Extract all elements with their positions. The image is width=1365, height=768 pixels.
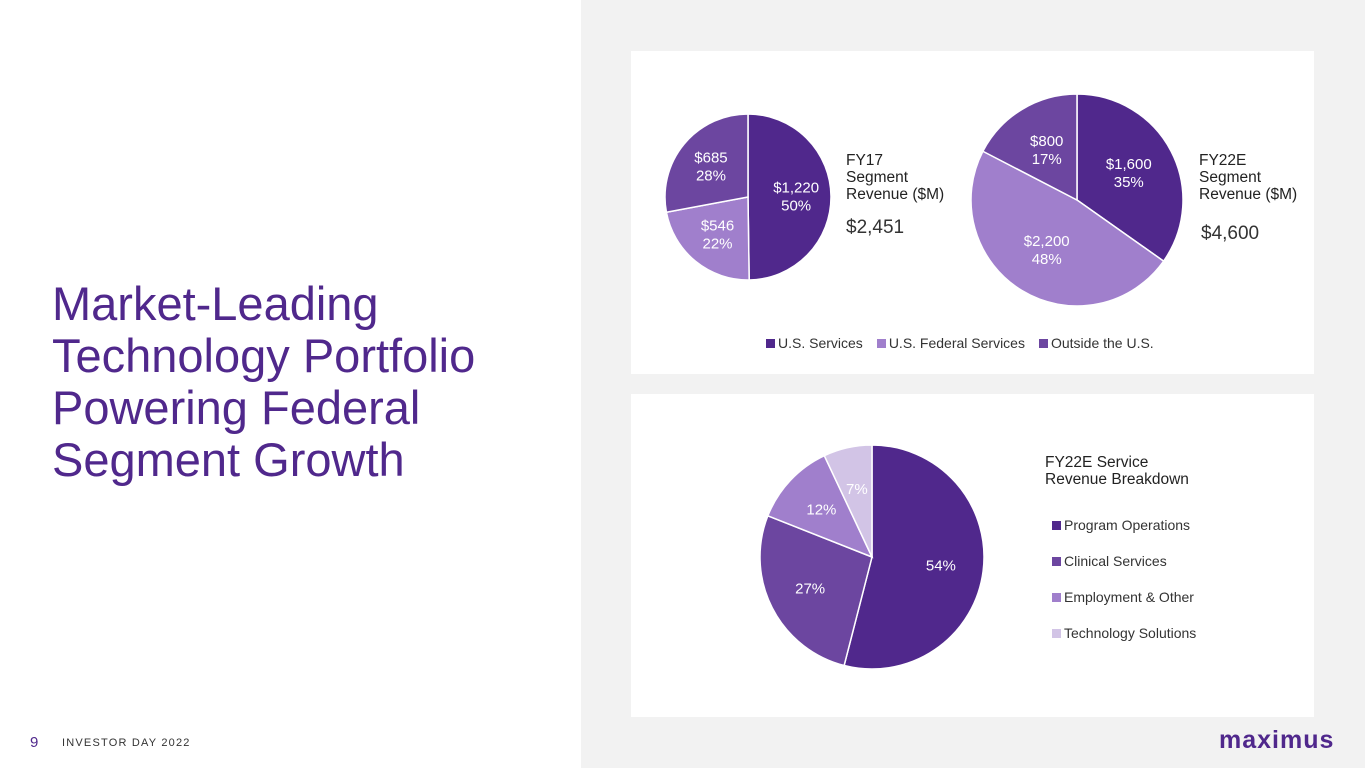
fy17-value-label: $546 <box>701 217 734 234</box>
maximus-logo: maximus <box>1219 726 1335 754</box>
fy22e-slice-1 <box>970 150 1165 307</box>
footer-label: INVESTOR DAY 2022 <box>62 737 191 749</box>
legend-item: Program Operations <box>1052 517 1196 553</box>
legend-label: Employment & Other <box>1064 589 1194 605</box>
service-percent-label: 12% <box>806 501 836 518</box>
legend-swatch <box>1038 338 1048 348</box>
fy22e-value-label: $1,600 <box>1106 156 1152 173</box>
title-line: Technology Portfolio <box>52 329 476 382</box>
fy17-percent-label: 50% <box>781 198 811 215</box>
legend-item: Outside the U.S. <box>1038 335 1154 351</box>
title-line: Segment Growth <box>52 433 405 486</box>
service-legend: Program Operations Clinical Services Emp… <box>1052 517 1196 661</box>
title-line: Powering Federal <box>52 381 421 434</box>
fy22e-chart-title: FY22E Segment Revenue ($M) <box>1199 152 1298 203</box>
legend-item: U.S. Federal Services <box>876 335 1025 351</box>
fy22e-value-label: $800 <box>1030 133 1063 150</box>
fy22e-percent-label: 48% <box>1032 251 1062 268</box>
legend-swatch <box>766 338 775 348</box>
fy17-value-label: $1,220 <box>773 180 819 197</box>
fy17-value-label: $685 <box>694 149 727 166</box>
legend-item: Clinical Services <box>1052 553 1196 589</box>
legend-swatch <box>876 338 886 348</box>
fy17-percent-label: 22% <box>702 235 732 252</box>
title-line: Market-Leading <box>52 277 379 330</box>
service-percent-label: 7% <box>846 481 868 498</box>
legend-swatch <box>1052 521 1061 530</box>
legend-swatch <box>1052 593 1061 602</box>
fy22e-percent-label: 17% <box>1032 151 1062 168</box>
fy22e-percent-label: 35% <box>1114 174 1144 191</box>
page-title: Market-Leading Technology Portfolio Powe… <box>52 278 552 486</box>
legend-label: Technology Solutions <box>1064 625 1197 641</box>
fy17-total: $2,451 <box>846 217 905 238</box>
service-slice-0 <box>843 444 985 670</box>
legend-swatch <box>1052 629 1061 638</box>
service-slice-2 <box>766 454 874 559</box>
legend-label: Outside the U.S. <box>1050 335 1154 351</box>
legend-swatch <box>1052 557 1061 566</box>
fy22e-slice-0 <box>1076 93 1184 263</box>
service-slice-3 <box>823 444 873 558</box>
legend-label: U.S. Federal Services <box>888 335 1025 351</box>
legend-label: Clinical Services <box>1064 553 1167 569</box>
service-slice-1 <box>759 514 873 667</box>
segment-legend: U.S. Services U.S. Federal Services Outs… <box>766 335 1154 351</box>
legend-label: U.S. Services <box>778 335 863 351</box>
service-percent-label: 54% <box>926 558 956 575</box>
fy22e-slice-2 <box>981 93 1078 202</box>
page-number: 9 <box>30 734 39 751</box>
fy22e-total: $4,600 <box>1201 223 1260 244</box>
legend-label: Program Operations <box>1064 517 1191 533</box>
legend-item: Technology Solutions <box>1052 625 1196 661</box>
fy17-percent-label: 28% <box>696 167 726 184</box>
fy17-slice-2 <box>664 113 749 214</box>
legend-item: Employment & Other <box>1052 589 1196 625</box>
fy22e-value-label: $2,200 <box>1024 233 1070 250</box>
legend-item: U.S. Services <box>766 335 863 351</box>
fy17-slice-1 <box>665 196 750 281</box>
service-chart-title: FY22E Service Revenue Breakdown <box>1045 454 1189 488</box>
fy17-slice-0 <box>747 113 832 281</box>
service-percent-label: 27% <box>795 581 825 598</box>
fy17-chart-title: FY17 Segment Revenue ($M) <box>846 152 945 203</box>
